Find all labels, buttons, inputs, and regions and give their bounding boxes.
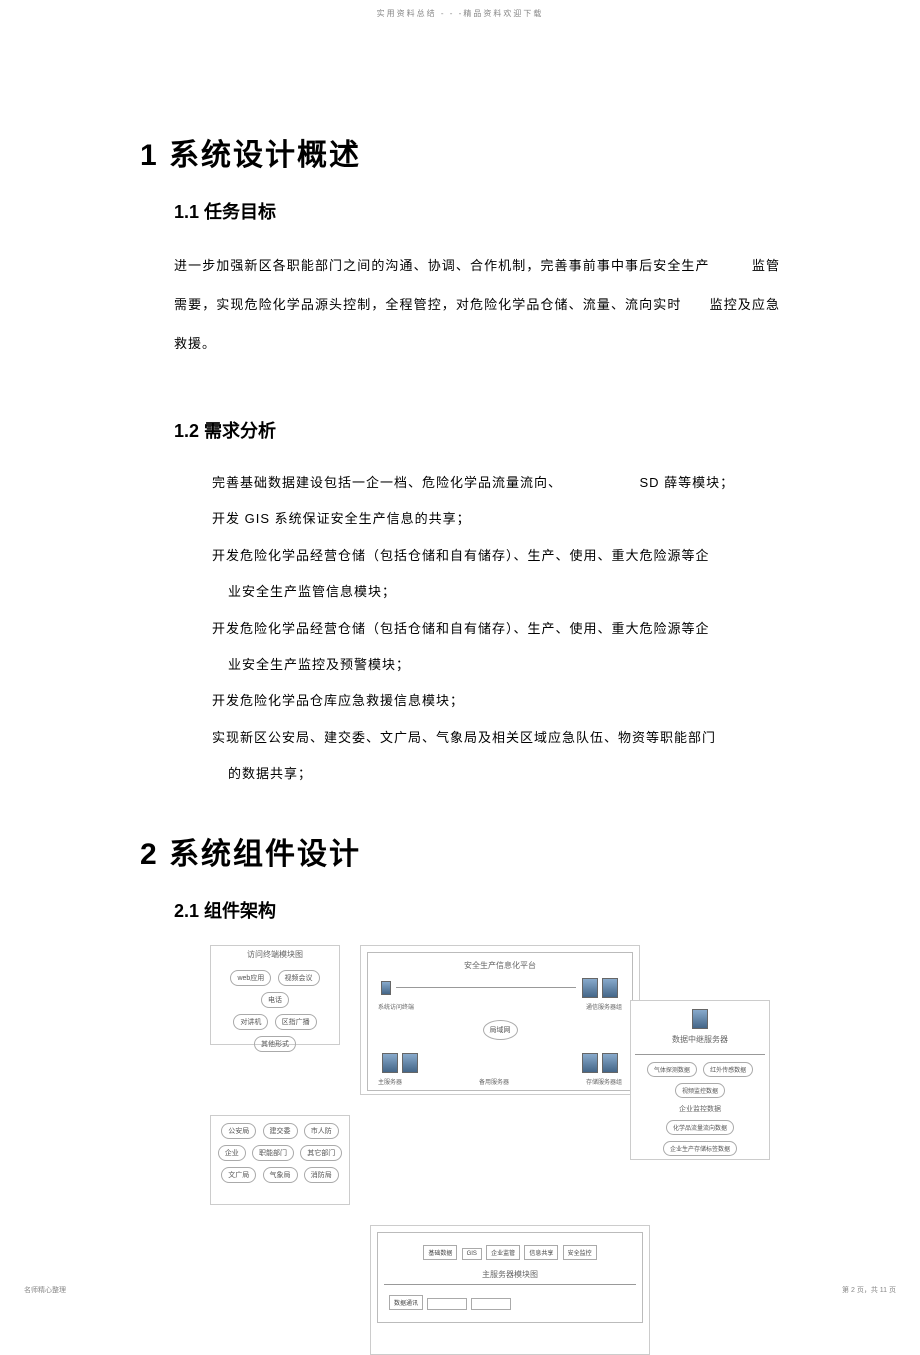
tab: 数据通讯 xyxy=(389,1295,423,1310)
diagram-main-server-modules: 基础数据 GIS 企业监管 信息共享 安全监控 主服务器模块图 数据通讯 xyxy=(370,1225,650,1355)
tab: 信息共享 xyxy=(524,1245,558,1260)
diagram-5-title: 数据中继服务器 xyxy=(637,1034,763,1045)
bubble: 职能部门 xyxy=(252,1145,294,1161)
bubble: 其它部门 xyxy=(300,1145,342,1161)
diagram-data-relay: 数据中继服务器 气体探测数据 红外传感数据 视频监控数据 企业监控数据 化学品流… xyxy=(630,1000,770,1160)
footer-left: 名师精心整理 xyxy=(24,1285,66,1295)
tab-blank xyxy=(471,1298,511,1310)
list-item: 完善基础数据建设包括一企一档、危险化学品流量流向、 SD 薛等模块； xyxy=(212,465,780,501)
diagram-5-mid-label: 企业监控数据 xyxy=(635,1104,765,1114)
diagram-2-top-title: 安全生产信息化平台 xyxy=(372,960,628,971)
list-item: 实现新区公安局、建交委、文广局、气象局及相关区域应急队伍、物资等职能部门 xyxy=(212,720,780,756)
list-item: 开发危险化学品经营仓储（包括仓储和自有储存）、生产、使用、重大危险源等企 xyxy=(212,538,780,574)
list-item: 开发 GIS 系统保证安全生产信息的共享； xyxy=(212,501,780,537)
tab: 基础数据 xyxy=(423,1245,457,1260)
server-icon xyxy=(582,1053,598,1073)
list-item: 业安全生产监控及预警模块； xyxy=(228,647,780,683)
bubble: 气象局 xyxy=(263,1167,298,1183)
bubble: 市人防 xyxy=(304,1123,339,1139)
page-content: 1 系统设计概述 1.1 任务目标 进一步加强新区各职能部门之间的沟通、协调、合… xyxy=(0,0,920,1355)
bubble: 电话 xyxy=(261,992,289,1008)
diagram-label: 存储服务器组 xyxy=(586,1077,622,1086)
tab: 企业监管 xyxy=(486,1245,520,1260)
bubble: 文广局 xyxy=(221,1167,256,1183)
diagram-1-title: 访问终端模块图 xyxy=(211,949,339,960)
section-1-2-title: 1.2 需求分析 xyxy=(174,417,780,443)
server-icon xyxy=(602,1053,618,1073)
section-1-1-title: 1.1 任务目标 xyxy=(174,198,780,224)
server-icon xyxy=(402,1053,418,1073)
footer-right: 第 2 页，共 11 页 xyxy=(842,1285,896,1295)
list-item: 开发危险化学品经营仓储（包括仓储和自有储存）、生产、使用、重大危险源等企 xyxy=(212,611,780,647)
diagram-4-title: 主服务器模块图 xyxy=(384,1269,636,1280)
bubble: 视频会议 xyxy=(278,970,320,986)
bubble: 化学品流量流向数据 xyxy=(666,1120,734,1135)
diagram-platform: 安全生产信息化平台 系统访问终端 通信服务器组 局域网 xyxy=(360,945,640,1095)
bubble: 其他形式 xyxy=(254,1036,296,1052)
bubble: 对讲机 xyxy=(233,1014,268,1030)
bubble: 红外传感数据 xyxy=(703,1062,753,1077)
bubble: 公安局 xyxy=(221,1123,256,1139)
bubble: 建交委 xyxy=(263,1123,298,1139)
diagram-label: 主服务器 xyxy=(378,1077,402,1086)
tab: 安全监控 xyxy=(563,1245,597,1260)
section-1-1-paragraph: 进一步加强新区各职能部门之间的沟通、协调、合作机制，完善事前事中事后安全生产 监… xyxy=(174,246,780,363)
diagram-departments: 公安局 建交委 市人防 企业 职能部门 其它部门 文广局 气象局 消防局 xyxy=(210,1115,350,1205)
bubble: 企业生产存储标签数据 xyxy=(663,1141,737,1156)
bubble-lan: 局域网 xyxy=(483,1020,518,1040)
section-2-title: 2 系统组件设计 xyxy=(140,829,780,873)
list-item: 业安全生产监管信息模块； xyxy=(228,574,780,610)
header-watermark: 实用资料总结 - - -精品资料欢迎下载 xyxy=(377,8,544,19)
server-icon xyxy=(602,978,618,998)
server-icon xyxy=(692,1009,708,1029)
diagram-label: 通信服务器组 xyxy=(586,1002,622,1011)
list-item: 的数据共享； xyxy=(228,756,780,792)
bubble: 气体探测数据 xyxy=(647,1062,697,1077)
bubble: 视频监控数据 xyxy=(675,1083,725,1098)
tab: GIS xyxy=(462,1248,482,1260)
diagram-label: 系统访问终端 xyxy=(378,1002,414,1011)
section-2-1-title: 2.1 组件架构 xyxy=(174,897,780,923)
diagram-access-terminal: 访问终端模块图 web应用 视频会议 电话 对讲机 区指广播 其他形式 xyxy=(210,945,340,1045)
tab-blank xyxy=(427,1298,467,1310)
bubble: 企业 xyxy=(218,1145,246,1161)
server-icon xyxy=(382,1053,398,1073)
list-item: 开发危险化学品仓库应急救援信息模块； xyxy=(212,683,780,719)
bubble: 消防局 xyxy=(304,1167,339,1183)
bubble: 区指广播 xyxy=(275,1014,317,1030)
server-icon xyxy=(381,981,391,995)
server-icon xyxy=(582,978,598,998)
bubble: web应用 xyxy=(230,970,271,986)
diagram-label: 备用服务器 xyxy=(479,1077,509,1086)
section-1-title: 1 系统设计概述 xyxy=(140,130,780,174)
